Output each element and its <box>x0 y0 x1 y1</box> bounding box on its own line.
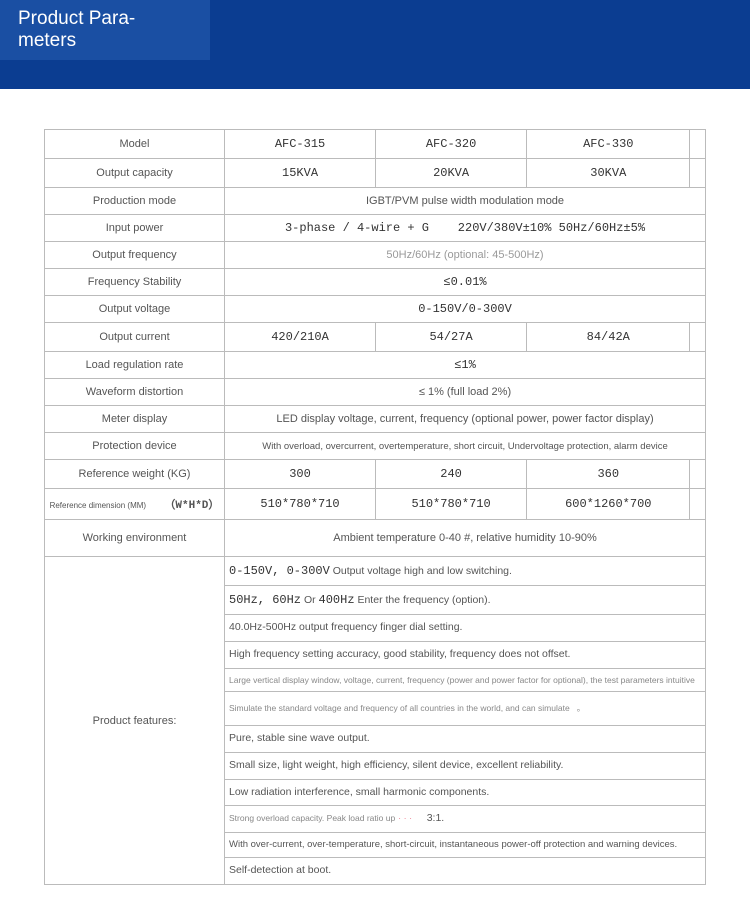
label-workenv: Working environment <box>45 520 225 557</box>
cell: 600*1260*700 <box>527 489 690 520</box>
header-strip <box>0 59 750 89</box>
cell: 0-150V/0-300V <box>225 296 706 323</box>
header-title-tab: Product Para- meters <box>0 0 210 60</box>
cell-empty <box>690 130 706 159</box>
feature-item: High frequency setting accuracy, good st… <box>225 642 705 669</box>
feature-item: Pure, stable sine wave output. <box>225 726 705 753</box>
cell: With overload, overcurrent, overtemperat… <box>225 433 706 460</box>
label-loadreg: Load regulation rate <box>45 352 225 379</box>
label-wavedist: Waveform distortion <box>45 379 225 406</box>
cell-empty <box>690 323 706 352</box>
label-features: Product features: <box>45 557 225 885</box>
cell: LED display voltage, current, frequency … <box>225 406 706 433</box>
label-model: Model <box>45 130 225 159</box>
cell: ≤0.01% <box>225 269 706 296</box>
spec-table: Model AFC-315 AFC-320 AFC-330 Output cap… <box>44 129 706 885</box>
cell: 84/42A <box>527 323 690 352</box>
cell: 300 <box>225 460 376 489</box>
table-row: Input power 3-phase / 4-wire + G 220V/38… <box>45 215 706 242</box>
cell: 510*780*710 <box>225 489 376 520</box>
cell: IGBT/PVM pulse width modulation mode <box>225 188 706 215</box>
cell: 510*780*710 <box>376 489 527 520</box>
table-row: Reference weight (KG) 300 240 360 <box>45 460 706 489</box>
feature-item: With over-current, over-temperature, sho… <box>225 833 705 858</box>
feature-item: 50Hz, 60Hz Or 400Hz Enter the frequency … <box>225 586 705 615</box>
feature-item: Large vertical display window, voltage, … <box>225 669 705 693</box>
cell: 3-phase / 4-wire + G 220V/380V±10% 50Hz/… <box>225 215 706 242</box>
table-row: Protection device With overload, overcur… <box>45 433 706 460</box>
cell-empty <box>690 460 706 489</box>
cell: AFC-315 <box>225 130 376 159</box>
feature-item: 0-150V, 0-300V Output voltage high and l… <box>225 557 705 586</box>
table-row: Production mode IGBT/PVM pulse width mod… <box>45 188 706 215</box>
feature-item: Small size, light weight, high efficienc… <box>225 753 705 780</box>
features-cell: 0-150V, 0-300V Output voltage high and l… <box>225 557 706 885</box>
feature-item: Strong overload capacity. Peak load rati… <box>225 806 705 833</box>
feature-item: Self-detection at boot. <box>225 858 705 884</box>
label-outfreq: Output frequency <box>45 242 225 269</box>
table-row: Output frequency 50Hz/60Hz (optional: 45… <box>45 242 706 269</box>
cell: 20KVA <box>376 159 527 188</box>
table-row: Model AFC-315 AFC-320 AFC-330 <box>45 130 706 159</box>
feature-item: 40.0Hz-500Hz output frequency finger dia… <box>225 615 705 642</box>
table-row: Reference dimension (MM) （W*H*D） 510*780… <box>45 489 706 520</box>
header-bar: Product Para- meters <box>0 0 750 60</box>
cell: 54/27A <box>376 323 527 352</box>
cell: ≤1% <box>225 352 706 379</box>
refdim-whd: （W*H*D） <box>164 500 219 512</box>
table-row: Output capacity 15KVA 20KVA 30KVA <box>45 159 706 188</box>
table-row: Load regulation rate ≤1% <box>45 352 706 379</box>
feature-item: Low radiation interference, small harmon… <box>225 780 705 807</box>
cell-empty <box>690 489 706 520</box>
cell: 50Hz/60Hz (optional: 45-500Hz) <box>225 242 706 269</box>
header-title: Product Para- meters <box>18 8 135 51</box>
table-row: Output current 420/210A 54/27A 84/42A <box>45 323 706 352</box>
label-outcur: Output current <box>45 323 225 352</box>
label-prodmode: Production mode <box>45 188 225 215</box>
table-row: Waveform distortion ≤ 1% (full load 2%) <box>45 379 706 406</box>
label-refdim: Reference dimension (MM) （W*H*D） <box>45 489 225 520</box>
table-row: Meter display LED display voltage, curre… <box>45 406 706 433</box>
refdim-text: Reference dimension (MM) <box>50 501 146 510</box>
label-freqstab: Frequency Stability <box>45 269 225 296</box>
label-outvolt: Output voltage <box>45 296 225 323</box>
table-row: Product features: 0-150V, 0-300V Output … <box>45 557 706 885</box>
feature-item: Simulate the standard voltage and freque… <box>225 692 705 726</box>
cell: Ambient temperature 0-40 #, relative hum… <box>225 520 706 557</box>
label-meter: Meter display <box>45 406 225 433</box>
cell: 30KVA <box>527 159 690 188</box>
cell: 15KVA <box>225 159 376 188</box>
cell-empty <box>690 159 706 188</box>
label-refw: Reference weight (KG) <box>45 460 225 489</box>
cell: AFC-320 <box>376 130 527 159</box>
label-protect: Protection device <box>45 433 225 460</box>
table-row: Output voltage 0-150V/0-300V <box>45 296 706 323</box>
cell: 420/210A <box>225 323 376 352</box>
cell: 240 <box>376 460 527 489</box>
cell: 360 <box>527 460 690 489</box>
label-capacity: Output capacity <box>45 159 225 188</box>
label-inpower: Input power <box>45 215 225 242</box>
cell: ≤ 1% (full load 2%) <box>225 379 706 406</box>
table-row: Working environment Ambient temperature … <box>45 520 706 557</box>
cell: AFC-330 <box>527 130 690 159</box>
table-row: Frequency Stability ≤0.01% <box>45 269 706 296</box>
